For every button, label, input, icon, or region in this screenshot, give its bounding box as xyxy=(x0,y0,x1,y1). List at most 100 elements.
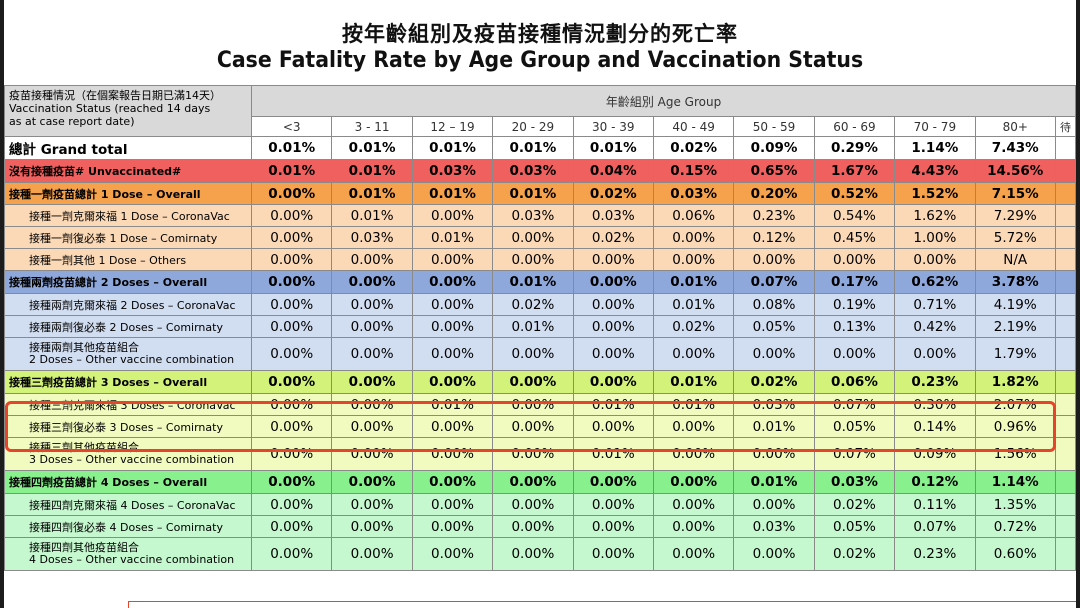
rate-cell: 0.00% xyxy=(251,293,333,316)
rate-cell: 0.01% xyxy=(733,415,815,438)
rate-cell: 0.01% xyxy=(331,136,413,160)
rate-cell: 0.03% xyxy=(492,204,574,227)
row-label: 總計 Grand total xyxy=(3,136,253,160)
age-column-header: 40 - 49 xyxy=(652,116,735,137)
age-columns-row: <3 3 - 11 12 – 19 20 - 29 30 - 39 40 - 4… xyxy=(5,116,1077,137)
rate-cell: 1.62% xyxy=(894,204,976,227)
title-area: 按年齡組別及疫苗接種情況劃分的死亡率 Case Fatality Rate by… xyxy=(4,0,1076,84)
extra-cell xyxy=(1054,470,1077,494)
row-label: 接種三劑復必泰 3 Doses – Comirnaty xyxy=(3,415,253,438)
extra-cell xyxy=(1054,204,1077,227)
rate-cell: 0.02% xyxy=(652,315,735,338)
row-4-doses-other-combination: 接種四劑其他疫苗組合 4 Doses – Other vaccine combin… xyxy=(3,537,1077,571)
status-header-chinese: 疫苗接種情況（在個案報告日期已滿14天） xyxy=(9,89,221,102)
row-label: 接種一劑疫苗總計 1 Dose – Overall xyxy=(3,182,253,205)
age-column-header: 12 – 19 xyxy=(411,116,494,137)
rate-cell: 0.02% xyxy=(813,537,896,571)
rate-cell: 0.00% xyxy=(251,337,333,371)
rate-cell: 0.01% xyxy=(411,226,494,249)
rate-cell: 1.00% xyxy=(894,226,976,249)
extra-cell xyxy=(1054,270,1077,294)
rate-cell: 0.00% xyxy=(492,226,574,249)
row-label: 接種兩劑復必泰 2 Doses – Comirnaty xyxy=(3,315,253,338)
rate-cell: 0.00% xyxy=(572,293,654,316)
age-column-header: 3 - 11 xyxy=(331,116,413,137)
extra-cell xyxy=(1054,136,1077,160)
rate-cell: 0.00% xyxy=(733,493,815,516)
row-label: 沒有接種疫苗# Unvaccinated# xyxy=(3,159,253,183)
rate-cell: 0.12% xyxy=(894,470,976,494)
rate-cell: 0.00% xyxy=(733,437,815,471)
rate-cell: 0.00% xyxy=(331,315,413,338)
rate-cell: 0.00% xyxy=(652,493,735,516)
rate-cell: 0.00% xyxy=(411,515,494,538)
extra-cell xyxy=(1054,493,1077,516)
extra-cell xyxy=(1054,393,1077,416)
rate-cell: 0.00% xyxy=(411,437,494,471)
rate-cell: 7.29% xyxy=(974,204,1056,227)
rate-cell: 0.00% xyxy=(331,437,413,471)
rate-cell: 0.01% xyxy=(652,370,735,394)
rate-cell: 0.12% xyxy=(733,226,815,249)
title-chinese: 按年齡組別及疫苗接種情況劃分的死亡率 xyxy=(342,22,738,46)
rate-cell: 0.00% xyxy=(251,415,333,438)
rate-cell: 0.01% xyxy=(652,393,735,416)
rate-cell: 0.00% xyxy=(492,370,574,394)
rate-cell: 0.00% xyxy=(492,470,574,494)
rate-cell: 0.01% xyxy=(411,136,494,160)
rate-cell: 0.01% xyxy=(411,393,494,416)
rate-cell: 0.02% xyxy=(572,226,654,249)
rate-cell: 0.01% xyxy=(492,182,574,205)
rate-cell: 7.15% xyxy=(974,182,1056,205)
row-1-dose-others: 接種一劑其他 1 Dose – Others 0.00% 0.00% 0.00% 0.0… xyxy=(3,248,1077,271)
rate-cell: 0.03% xyxy=(331,226,413,249)
rate-cell: 0.03% xyxy=(492,159,574,183)
rate-cell: 0.00% xyxy=(411,248,494,271)
rate-cell: 0.00% xyxy=(251,182,333,205)
rate-cell: 0.09% xyxy=(733,136,815,160)
rate-cell: 0.00% xyxy=(411,470,494,494)
fatality-rate-table: 疫苗接種情況（在個案報告日期已滿14天） Vaccination Status … xyxy=(3,85,1077,571)
extra-cell xyxy=(1054,337,1077,371)
row-2-doses-other-combination: 接種兩劑其他疫苗組合 2 Doses – Other vaccine combin… xyxy=(3,337,1077,371)
rate-cell: 0.09% xyxy=(894,437,976,471)
rate-cell: 0.00% xyxy=(652,415,735,438)
rate-cell: 0.00% xyxy=(572,470,654,494)
rate-cell: 0.01% xyxy=(251,159,333,183)
rate-cell: 0.54% xyxy=(813,204,896,227)
rate-cell: 0.00% xyxy=(331,470,413,494)
row-label: 接種兩劑其他疫苗組合 2 Doses – Other vaccine combin… xyxy=(3,337,253,371)
rate-cell: 0.02% xyxy=(733,370,815,394)
rate-cell: 0.00% xyxy=(492,248,574,271)
row-4-doses-coronavac: 接種四劑克爾來福 4 Doses – CoronaVac 0.00% 0.00% 0.… xyxy=(3,493,1077,516)
rate-cell: 0.00% xyxy=(411,293,494,316)
rate-cell: 0.00% xyxy=(572,493,654,516)
row-label-line2: 2 Doses – Other vaccine combination xyxy=(29,353,235,366)
status-header-english-line1: Vaccination Status (reached 14 days xyxy=(9,102,211,115)
rate-cell: 14.56% xyxy=(974,159,1056,183)
row-3-doses-coronavac: 接種三劑克爾來福 3 Doses – CoronaVac 0.00% 0.00% 0.… xyxy=(3,393,1077,416)
vaccination-status-header: 疫苗接種情況（在個案報告日期已滿14天） Vaccination Status … xyxy=(3,85,253,137)
rate-cell: 0.01% xyxy=(411,182,494,205)
rate-cell: 1.56% xyxy=(974,437,1056,471)
rate-cell: 0.05% xyxy=(733,315,815,338)
rate-cell: 3.78% xyxy=(974,270,1056,294)
rate-cell: 0.07% xyxy=(813,437,896,471)
rate-cell: 1.14% xyxy=(894,136,976,160)
row-4-doses-overall: 接種四劑疫苗總計 4 Doses – Overall 0.00% 0.00% 0.00… xyxy=(3,470,1077,494)
rate-cell: 0.07% xyxy=(733,270,815,294)
rate-cell: 0.04% xyxy=(572,159,654,183)
rate-cell: 0.01% xyxy=(331,204,413,227)
row-label: 接種兩劑疫苗總計 2 Doses – Overall xyxy=(3,270,253,294)
extra-cell xyxy=(1054,415,1077,438)
rate-cell: 0.03% xyxy=(652,182,735,205)
rate-cell: 0.01% xyxy=(251,136,333,160)
row-4-doses-comirnaty: 接種四劑復必泰 4 Doses – Comirnaty 0.00% 0.00% 0.0… xyxy=(3,515,1077,538)
rate-cell: 0.00% xyxy=(251,248,333,271)
rate-cell: 1.82% xyxy=(974,370,1056,394)
rate-cell: 0.00% xyxy=(251,393,333,416)
rate-cell: 0.71% xyxy=(894,293,976,316)
rate-cell: 0.08% xyxy=(733,293,815,316)
rate-cell: N/A xyxy=(974,248,1056,271)
